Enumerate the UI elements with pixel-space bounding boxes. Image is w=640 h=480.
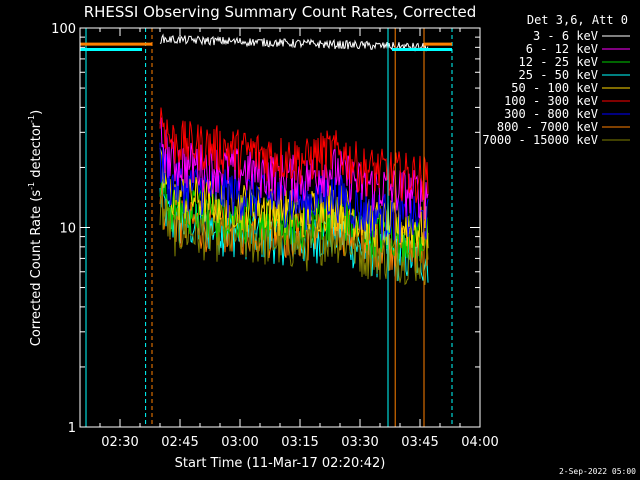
series-line-3-6-kev: [159, 33, 429, 52]
legend-label: 6 - 12 keV: [526, 42, 598, 56]
legend-label: 3 - 6 keV: [533, 29, 598, 43]
y-axis-label-mid: detector: [29, 122, 44, 182]
legend-label: 7000 - 15000 keV: [482, 133, 598, 147]
y-axis-label-main: Corrected Count Rate (s: [29, 190, 44, 347]
x-tick-label: 02:30: [101, 435, 138, 450]
series-line-800-7000-kev: [159, 181, 429, 273]
series-line-50-100-kev: [159, 147, 429, 249]
legend-label: 25 - 50 keV: [519, 68, 598, 82]
x-tick-label: 03:15: [281, 435, 318, 450]
chart-title: RHESSI Observing Summary Count Rates, Co…: [84, 3, 477, 21]
legend-title: Det 3,6, Att 0: [527, 13, 628, 27]
x-tick-label: 03:00: [221, 435, 258, 450]
x-tick-label: 03:30: [341, 435, 378, 450]
x-axis: 02:30 02:45 03:00 03:15 03:30 03:45 04:00: [99, 28, 499, 450]
legend-label: 12 - 25 keV: [519, 55, 598, 69]
y-axis-label-end: ): [29, 110, 44, 115]
y-axis-label: Corrected Count Rate (s-1 detector-1): [27, 110, 44, 346]
legend-label: 50 - 100 keV: [511, 81, 598, 95]
y-axis-label-sup2: -1: [27, 115, 36, 123]
y-axis: 1 10 100: [51, 22, 480, 436]
legend-label: 100 - 300 keV: [504, 94, 598, 108]
y-tick-label: 1: [68, 421, 76, 436]
y-axis-label-sup1: -1: [27, 182, 36, 190]
legend-label: 800 - 7000 keV: [497, 120, 598, 134]
legend-label: 300 - 800 keV: [504, 107, 598, 121]
x-tick-label: 04:00: [461, 435, 498, 450]
y-tick-label: 100: [51, 22, 76, 37]
footer-date: 2-Sep-2022 05:00: [559, 467, 636, 476]
series-line-100-300-kev: [159, 107, 429, 203]
x-tick-label: 03:45: [401, 435, 438, 450]
x-tick-label: 02:45: [161, 435, 198, 450]
series-layer: [159, 33, 429, 286]
x-axis-label: Start Time (11-Mar-17 02:20:42): [175, 456, 386, 471]
y-tick-label: 10: [59, 222, 76, 237]
